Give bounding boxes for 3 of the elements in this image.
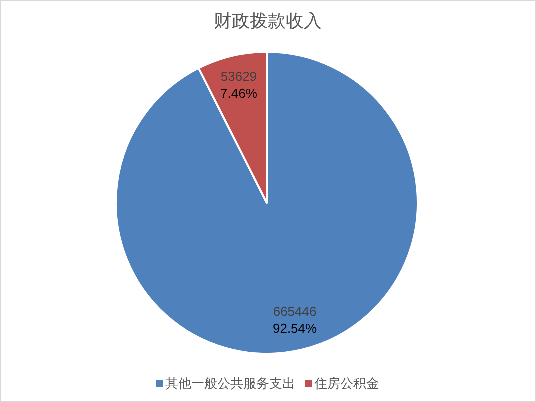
legend-label: 住房公积金 (314, 376, 380, 391)
legend-label: 其他一般公共服务支出 (166, 376, 296, 391)
title: 财政拨款收入 (214, 11, 322, 31)
